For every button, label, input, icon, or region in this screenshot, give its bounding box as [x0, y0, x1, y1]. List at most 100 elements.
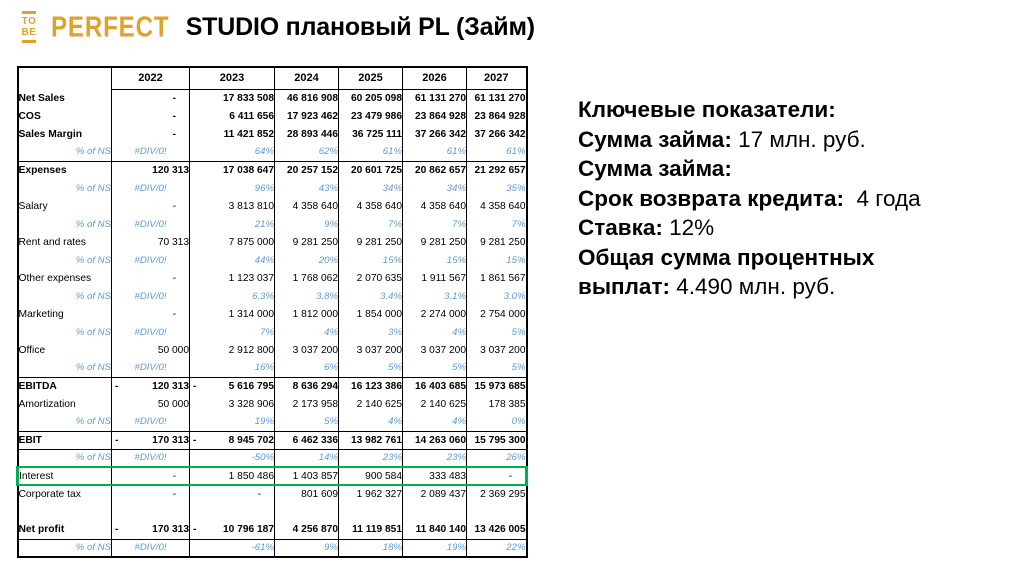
table-cell: -61% — [189, 539, 275, 557]
table-cell: 2 070 635 — [338, 269, 403, 287]
row-label: Rent and rates — [17, 233, 112, 251]
table-cell: 9% — [274, 539, 339, 557]
indicator-value: 12% — [669, 215, 715, 240]
table-cell: #DIV/0! — [111, 449, 190, 467]
row-label: COS — [17, 107, 112, 125]
logo-bottom-bar — [22, 40, 36, 43]
table-cell: 61% — [402, 143, 467, 161]
indicator-value: 17 млн. руб. — [738, 126, 866, 152]
table-cell: 4 358 640 — [338, 197, 403, 215]
table-cell: 2 274 000 — [402, 305, 467, 323]
table-cell: -5 616 795 — [189, 376, 275, 395]
table-cell: 96% — [189, 179, 275, 197]
table-cell: - — [111, 466, 190, 486]
table-cell: 4 256 870 — [274, 521, 339, 540]
key-indicator-line: Ставка: 12% — [578, 213, 998, 243]
table-cell: 14 263 060 — [402, 430, 467, 450]
table-cell: 62% — [274, 143, 339, 161]
table-cell: 60 205 098 — [338, 89, 403, 107]
table-cell: 20% — [274, 251, 339, 269]
table-cell: - — [111, 107, 190, 125]
slide-header: TO BE PERFECT STUDIO плановый PL (Займ) — [16, 6, 535, 48]
table-cell: 1 768 062 — [274, 269, 339, 287]
table-cell: 20 601 725 — [338, 160, 403, 179]
key-indicators-lines: Сумма займа: 17 млн. руб. Сумма займа: Сро… — [578, 125, 998, 302]
table-cell: -120 313 — [111, 376, 190, 395]
table-cell: 21% — [189, 215, 275, 233]
table-cell: #DIV/0! — [111, 539, 190, 557]
row-label: Amortization — [17, 395, 112, 413]
percent-of-ns-row: % of NS #DIV/0! 19% 5% 4% 4% 0% — [17, 413, 527, 431]
table-cell: 120 313 — [111, 160, 190, 179]
table-row-other-expenses: Other expenses -1 123 037 1 768 062 2 070 6… — [17, 269, 527, 287]
key-indicator-line: Срок возврата кредита: 4 года — [578, 184, 998, 214]
row-label: Net profit — [17, 521, 112, 540]
table-cell: 3 813 810 — [189, 197, 275, 215]
key-indicator-line: Сумма займа: 17 млн. руб. — [578, 125, 998, 155]
pl-table: 2022 2023 2024 2025 2026 2027 Net Sales -17 83… — [16, 66, 528, 558]
indicator-label: Срок возврата кредита: — [578, 185, 844, 211]
table-row-cos: COS -6 411 656 17 923 462 23 479 986 23 864 … — [17, 107, 527, 125]
logo-top-bar — [22, 11, 36, 14]
table-cell: 21 292 657 — [466, 160, 527, 179]
row-label: % of NS — [17, 413, 112, 431]
table-cell: 1 123 037 — [189, 269, 275, 287]
table-cell: 61% — [466, 143, 527, 161]
table-cell: 1 314 000 — [189, 305, 275, 323]
table-cell: 3 037 200 — [338, 341, 403, 359]
table-cell: - — [111, 197, 190, 215]
table-cell: 43% — [274, 179, 339, 197]
table-row-office: Office 50 000 2 912 800 3 037 200 3 037 200 3… — [17, 341, 527, 359]
table-cell: 17 038 647 — [189, 160, 275, 179]
row-label: Sales Margin — [17, 125, 112, 143]
table-cell: #DIV/0! — [111, 413, 190, 431]
table-cell: 2 173 958 — [274, 395, 339, 413]
table-cell: 178 385 — [466, 395, 527, 413]
table-cell: 5% — [466, 323, 527, 341]
table-cell: #DIV/0! — [111, 251, 190, 269]
key-indicator-line: Общая сумма процентных — [578, 243, 998, 273]
row-label: % of NS — [17, 143, 112, 161]
indicator-label: Ставка: — [578, 215, 663, 240]
table-cell: 6 411 656 — [189, 107, 275, 125]
table-cell: 3 037 200 — [274, 341, 339, 359]
table-cell: 17 833 508 — [189, 89, 275, 107]
table-cell: 2 369 295 — [466, 485, 527, 503]
table-cell: 1 962 327 — [338, 485, 403, 503]
row-label: % of NS — [17, 539, 112, 557]
table-cell: 1 850 486 — [189, 466, 275, 486]
table-cell: 2 140 625 — [402, 395, 467, 413]
table-cell: 11 421 852 — [189, 125, 275, 143]
indicator-label: Общая сумма процентных — [578, 244, 875, 270]
table-cell: 4 358 640 — [466, 197, 527, 215]
table-cell: 16 403 685 — [402, 376, 467, 395]
percent-of-ns-row: % of NS #DIV/0! -50% 14% 23% 23% 26% — [17, 449, 527, 467]
table-cell: 3 328 906 — [189, 395, 275, 413]
table-cell: 3.0% — [466, 287, 527, 305]
table-cell: 11 840 140 — [402, 521, 467, 540]
table-cell: - — [111, 125, 190, 143]
table-cell: 23 864 928 — [402, 107, 467, 125]
table-cell: 6 462 336 — [274, 430, 339, 450]
table-cell: 35% — [466, 179, 527, 197]
table-cell: 7% — [466, 215, 527, 233]
row-label: % of NS — [17, 179, 112, 197]
table-cell: - — [189, 485, 275, 503]
row-label: % of NS — [17, 215, 112, 233]
logo-text-to: TO — [21, 16, 37, 27]
table-cell: 20 257 152 — [274, 160, 339, 179]
table-row-empty — [17, 503, 527, 521]
year-header-2022: 2022 — [111, 67, 190, 90]
table-cell: 50 000 — [111, 395, 190, 413]
table-cell: - — [111, 305, 190, 323]
table-cell: 13 426 005 — [466, 521, 527, 540]
table-cell: 4% — [402, 413, 467, 431]
table-cell: 34% — [402, 179, 467, 197]
table-cell: 3% — [338, 323, 403, 341]
row-label — [17, 503, 112, 521]
key-indicator-line: Сумма займа: — [578, 154, 998, 184]
table-cell: 37 266 342 — [402, 125, 467, 143]
table-cell: 7% — [402, 215, 467, 233]
table-cell: 2 140 625 — [338, 395, 403, 413]
table-cell: 23% — [338, 449, 403, 467]
